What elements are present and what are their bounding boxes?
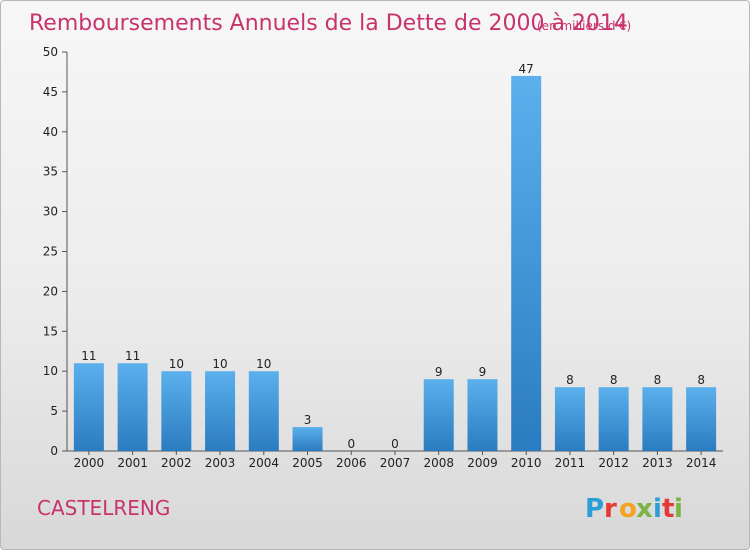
value-label-2009: 9 — [479, 365, 487, 379]
y-tick-label: 0 — [50, 444, 58, 458]
value-label-2004: 10 — [256, 357, 271, 371]
value-label-2014: 8 — [697, 373, 705, 387]
bar-2001 — [117, 363, 148, 451]
bar-2004 — [248, 371, 279, 451]
logo-letter: o — [619, 494, 637, 524]
value-label-2001: 11 — [125, 349, 140, 363]
value-label-2013: 8 — [654, 373, 662, 387]
y-tick-label: 30 — [43, 205, 58, 219]
value-label-2008: 9 — [435, 365, 443, 379]
x-tick-label: 2011 — [555, 456, 586, 470]
chart-subtitle: (en milliers d'€) — [537, 19, 631, 33]
chart-title: Remboursements Annuels de la Dette de 20… — [29, 11, 628, 36]
y-tick-label: 35 — [43, 165, 58, 179]
y-tick-label: 50 — [43, 45, 58, 59]
y-tick-label: 15 — [43, 324, 58, 338]
value-label-2007: 0 — [391, 437, 399, 451]
logo-letter: i — [674, 494, 683, 524]
value-label-2010: 47 — [519, 62, 534, 76]
x-tick-label: 2010 — [511, 456, 542, 470]
x-tick-label: 2005 — [292, 456, 323, 470]
value-label-2012: 8 — [610, 373, 618, 387]
y-tick-label: 10 — [43, 364, 58, 378]
x-tick-label: 2007 — [380, 456, 411, 470]
value-label-2002: 10 — [169, 357, 184, 371]
x-tick-label: 2002 — [161, 456, 192, 470]
y-tick-label: 25 — [43, 245, 58, 259]
bar-2013 — [642, 387, 673, 451]
logo-letter: x — [636, 494, 653, 524]
logo-letter: P — [585, 494, 604, 524]
value-label-2000: 11 — [81, 349, 96, 363]
x-tick-label: 2006 — [336, 456, 367, 470]
x-tick-label: 2000 — [74, 456, 105, 470]
x-tick-label: 2012 — [598, 456, 629, 470]
bar-2010 — [511, 75, 542, 451]
value-label-2005: 3 — [304, 413, 312, 427]
bar-2014 — [686, 387, 717, 451]
logo-letter: t — [662, 494, 674, 524]
bar-2011 — [554, 387, 585, 451]
value-labels: 11 11 10 10 10 3 0 0 9 9 47 8 8 8 8 — [81, 62, 705, 451]
bar-2005 — [292, 427, 323, 451]
logo-letter: r — [604, 494, 617, 524]
bar-2009 — [467, 379, 498, 451]
value-label-2006: 0 — [347, 437, 355, 451]
x-tick-label: 2013 — [642, 456, 673, 470]
x-tick-label: 2003 — [205, 456, 236, 470]
bar-2008 — [423, 379, 454, 451]
value-label-2003: 10 — [212, 357, 227, 371]
x-tick-label: 2008 — [423, 456, 454, 470]
x-tick-label: 2014 — [686, 456, 717, 470]
y-tick-label: 40 — [43, 125, 58, 139]
y-tick-label: 45 — [43, 85, 58, 99]
bar-2012 — [598, 387, 629, 451]
bar-2003 — [205, 371, 236, 451]
bar-2002 — [161, 371, 192, 451]
bar-2000 — [73, 363, 104, 451]
x-tick-label: 2004 — [249, 456, 280, 470]
logo-letter: i — [653, 494, 662, 524]
x-tick-label: 2001 — [117, 456, 148, 470]
y-tick-label: 20 — [43, 284, 58, 298]
x-tick-label: 2009 — [467, 456, 498, 470]
bars — [73, 75, 717, 451]
commune-name: CASTELRENG — [37, 496, 170, 520]
y-tick-label: 5 — [50, 404, 58, 418]
value-label-2011: 8 — [566, 373, 574, 387]
